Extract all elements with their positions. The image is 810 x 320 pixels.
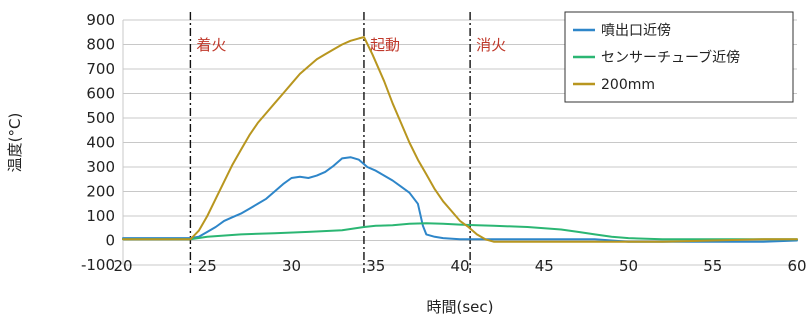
y-axis-tick-labels: 900 800 700 600 500 400 300 200 100 0 -100: [81, 11, 115, 274]
event-markers: 着火 起動 消火: [189, 12, 506, 273]
x-tick-label: 20: [113, 257, 132, 275]
y-tick-label: 700: [86, 60, 115, 78]
series-line: [122, 36, 798, 243]
x-tick-label: 30: [282, 257, 301, 275]
x-tick-label: 35: [366, 257, 385, 275]
y-tick-label: 300: [86, 158, 115, 176]
y-tick-label: 800: [86, 36, 115, 54]
x-tick-label: 25: [198, 257, 217, 275]
event-label: 起動: [370, 36, 400, 54]
series-lines: [122, 36, 798, 243]
legend-box: [564, 11, 794, 103]
y-tick-label: 900: [86, 11, 115, 29]
x-tick-label: 50: [619, 257, 638, 275]
legend-entry: 200mm: [601, 77, 655, 93]
event-label: 着火: [196, 36, 226, 54]
x-axis-label: 時間(sec): [427, 298, 494, 316]
series-line: [122, 222, 798, 241]
x-tick-label: 45: [535, 257, 554, 275]
series-line: [122, 156, 798, 243]
legend-entry: 噴出口近傍: [601, 22, 671, 39]
event-label: 消火: [476, 36, 506, 54]
y-tick-label: 200: [86, 183, 115, 201]
y-axis-label: 温度(°C): [6, 113, 24, 173]
x-axis-tick-labels: 20 25 30 35 40 45 50 55 60: [113, 257, 806, 275]
y-tick-label: 100: [86, 207, 115, 225]
x-tick-label: 40: [450, 257, 469, 275]
y-tick-label: -100: [81, 256, 115, 274]
y-tick-label: 500: [86, 109, 115, 127]
legend-entry: センサーチューブ近傍: [601, 49, 740, 66]
x-tick-label: 55: [703, 257, 722, 275]
y-tick-label: 400: [86, 134, 115, 152]
y-tick-label: 600: [86, 85, 115, 103]
y-tick-label: 0: [105, 232, 115, 250]
x-tick-label: 60: [787, 257, 806, 275]
